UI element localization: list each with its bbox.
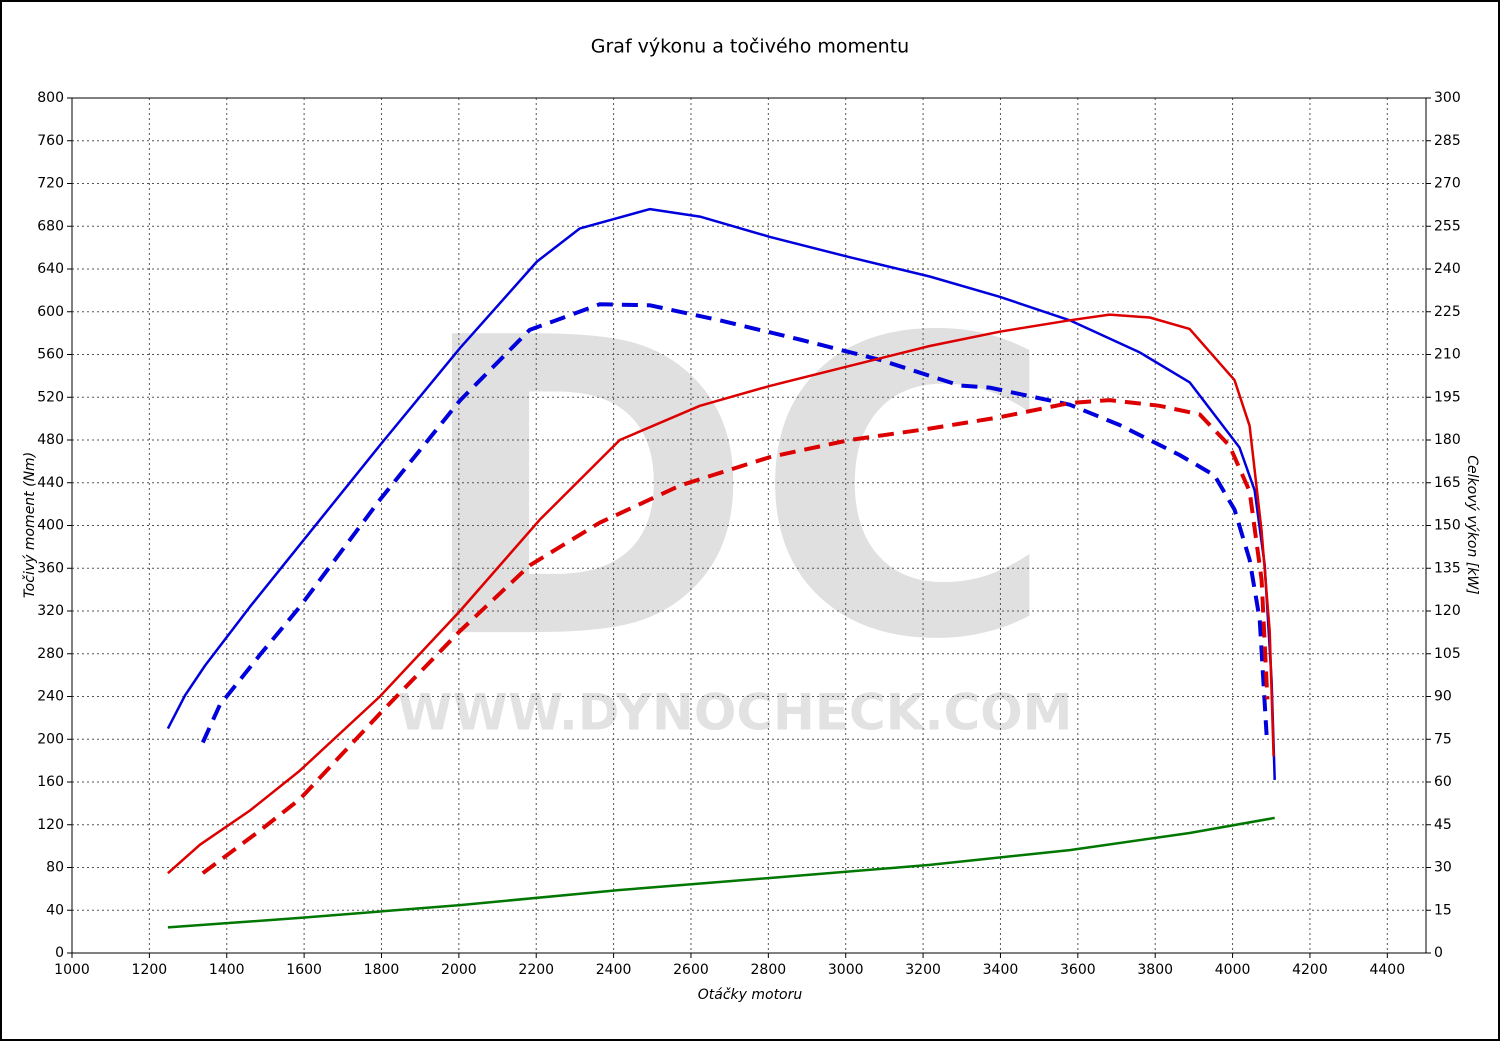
series-line xyxy=(167,816,1275,929)
y2-tick-label: 30 xyxy=(1434,860,1452,876)
y-tick-label: 520 xyxy=(37,389,64,405)
y-tick-label: 480 xyxy=(37,432,64,448)
x-tick-label: 2800 xyxy=(751,962,787,978)
y2-tick-label: 150 xyxy=(1434,518,1461,534)
x-tick-label: 2200 xyxy=(518,962,554,978)
y-tick-label: 560 xyxy=(37,347,64,363)
y-tick-label: 120 xyxy=(37,817,64,833)
y2-tick-label: 240 xyxy=(1434,261,1461,277)
y2-tick-label: 270 xyxy=(1434,176,1461,192)
y-tick-label: 400 xyxy=(37,518,64,534)
y-tick-label: 160 xyxy=(37,774,64,790)
y2-tick-label: 75 xyxy=(1434,731,1452,747)
y-tick-label: 360 xyxy=(37,560,64,576)
x-tick-label: 4400 xyxy=(1369,962,1405,978)
y-tick-label: 800 xyxy=(37,90,64,106)
y-tick-label: 0 xyxy=(55,945,64,961)
y-tick-label: 320 xyxy=(37,603,64,619)
y-tick-label: 720 xyxy=(37,176,64,192)
x-tick-label: 3400 xyxy=(983,962,1019,978)
x-tick-label: 3600 xyxy=(1060,962,1096,978)
y-tick-label: 680 xyxy=(37,218,64,234)
y2-tick-label: 135 xyxy=(1434,560,1461,576)
x-axis-label: Otáčky motoru xyxy=(698,987,803,1003)
x-tick-label: 2400 xyxy=(596,962,632,978)
y2-tick-label: 60 xyxy=(1434,774,1452,790)
x-tick-label: 2000 xyxy=(441,962,477,978)
y-tick-label: 640 xyxy=(37,261,64,277)
y2-axis-label: Celkový výkon [kW] xyxy=(1464,455,1480,594)
y-tick-label: 600 xyxy=(37,304,64,320)
x-tick-label: 2600 xyxy=(673,962,709,978)
y2-tick-label: 255 xyxy=(1434,218,1461,234)
y2-tick-label: 90 xyxy=(1434,689,1452,705)
x-tick-label: 1000 xyxy=(54,962,90,978)
y-tick-label: 200 xyxy=(37,731,64,747)
watermark-url: WWW.DYNOCHECK.COM xyxy=(398,684,1073,742)
y2-tick-label: 285 xyxy=(1434,133,1461,149)
y2-tick-label: 105 xyxy=(1434,646,1461,662)
y2-tick-label: 165 xyxy=(1434,475,1461,491)
y-tick-label: 440 xyxy=(37,475,64,491)
y2-tick-label: 225 xyxy=(1434,304,1461,320)
x-tick-label: 3000 xyxy=(828,962,864,978)
x-tick-label: 1800 xyxy=(364,962,400,978)
plot-frame xyxy=(71,97,1427,954)
y-tick-label: 80 xyxy=(46,860,64,876)
series-line xyxy=(201,398,1270,875)
x-tick-label: 1600 xyxy=(286,962,322,978)
x-tick-label: 1200 xyxy=(132,962,168,978)
watermark-logo: DC xyxy=(414,251,1055,729)
series-line xyxy=(167,313,1275,875)
y2-tick-label: 45 xyxy=(1434,817,1452,833)
y2-tick-label: 180 xyxy=(1434,432,1461,448)
x-tick-label: 3800 xyxy=(1137,962,1173,978)
x-tick-label: 4000 xyxy=(1215,962,1251,978)
y-axis-label: Točivý moment (Nm) xyxy=(22,452,38,598)
y-tick-label: 40 xyxy=(46,902,64,918)
y2-tick-label: 0 xyxy=(1434,945,1443,961)
y2-tick-label: 120 xyxy=(1434,603,1461,619)
y-tick-label: 280 xyxy=(37,646,64,662)
y2-tick-label: 195 xyxy=(1434,389,1461,405)
x-tick-label: 1400 xyxy=(209,962,245,978)
x-tick-label: 4200 xyxy=(1292,962,1328,978)
y2-tick-label: 300 xyxy=(1434,90,1461,106)
series-line xyxy=(200,302,1269,744)
y-tick-label: 760 xyxy=(37,133,64,149)
series-line xyxy=(166,207,1276,780)
y-tick-label: 240 xyxy=(37,689,64,705)
chart-title: Graf výkonu a točivého momentu xyxy=(591,36,909,58)
y2-tick-label: 15 xyxy=(1434,902,1452,918)
x-tick-label: 3200 xyxy=(905,962,941,978)
y2-tick-label: 210 xyxy=(1434,347,1461,363)
